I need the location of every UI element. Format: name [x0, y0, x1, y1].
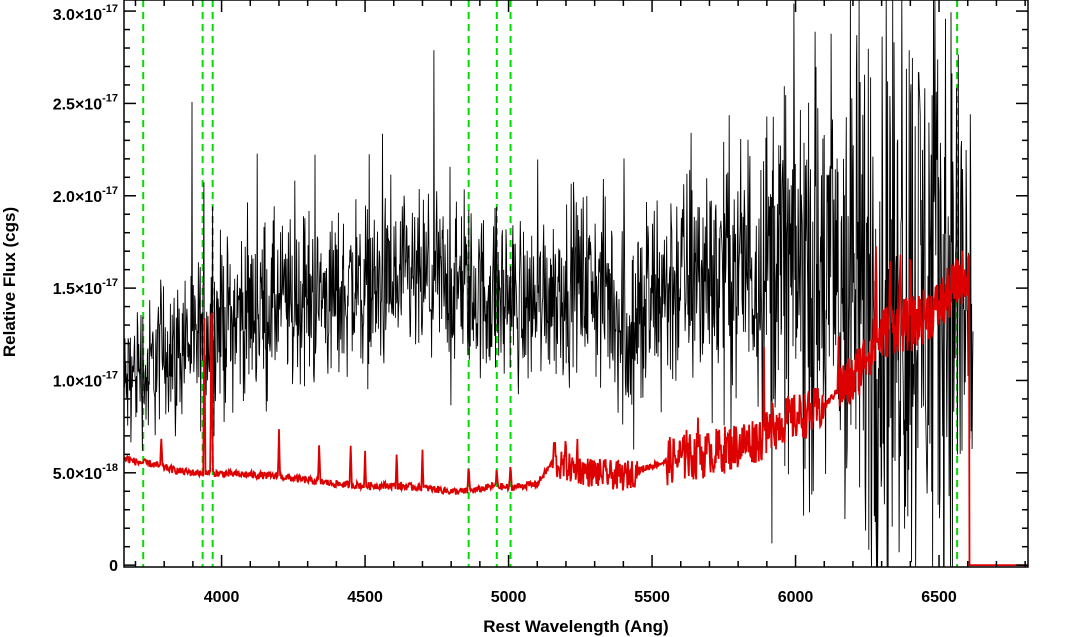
x-tick-label: 5500: [634, 589, 670, 606]
plot-frame: [123, 0, 1029, 568]
y-tick-label: 2.5×10-17: [53, 92, 118, 113]
y-tick-label: 5.0×10-18: [53, 462, 118, 483]
y-tick-label: 0: [109, 558, 118, 575]
y-tick-label: 1.0×10-17: [53, 369, 118, 390]
y-tick-label: 1.5×10-17: [53, 277, 118, 298]
x-tick-label: 4000: [204, 589, 240, 606]
axes-frame: [123, 0, 1029, 568]
series-line-model: [124, 246, 1028, 567]
x-tick-label: 4500: [347, 589, 383, 606]
x-tick-label: 5000: [491, 589, 527, 606]
series-layer: [124, 0, 1028, 567]
y-axis-ticks: 0 5.0×10-18 1.0×10-17 1.5×10-17 2.0×10-17 2.5…: [53, 3, 1028, 575]
x-axis-ticks: 4000 4500 5000 5500 6000 6500: [134, 0, 1026, 606]
x-axis-title: Rest Wavelength (Ang): [483, 617, 668, 636]
y-axis-title: Relative Flux (cgs): [0, 207, 19, 357]
y-tick-label: 3.0×10-17: [53, 3, 118, 24]
series-line-observed: [124, 0, 974, 567]
x-tick-label: 6500: [921, 589, 957, 606]
x-tick-label: 6000: [778, 589, 814, 606]
y-tick-label: 2.0×10-17: [53, 185, 118, 206]
